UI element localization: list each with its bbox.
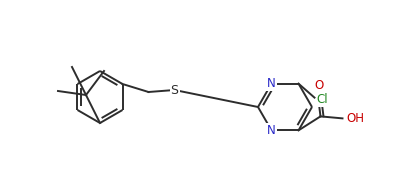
Text: Cl: Cl <box>316 93 328 106</box>
Text: N: N <box>267 77 276 90</box>
Text: OH: OH <box>346 112 365 125</box>
Text: N: N <box>267 124 276 137</box>
Text: S: S <box>170 84 178 97</box>
Text: O: O <box>314 79 324 92</box>
